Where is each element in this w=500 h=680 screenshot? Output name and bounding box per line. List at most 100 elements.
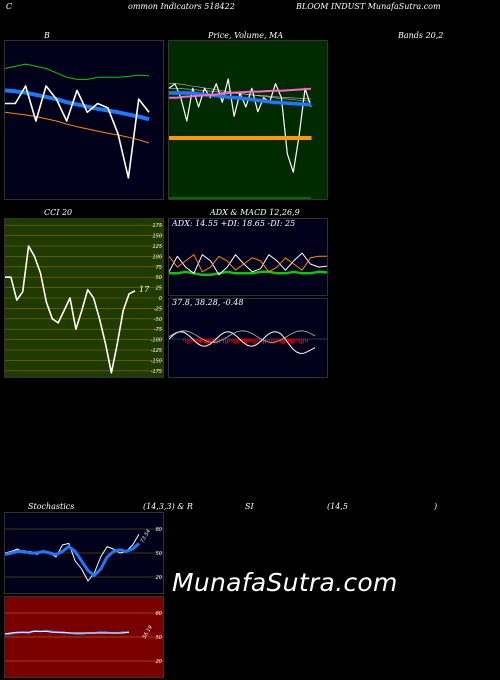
macd-panel: [168, 298, 328, 378]
macd-histogram-bar: [187, 339, 189, 344]
pv-ma-blue-line: [169, 91, 312, 107]
label-rsi-params: (14,5: [327, 502, 348, 511]
macd-histogram-bar: [273, 339, 275, 344]
macd-histogram-bar: [246, 339, 248, 344]
macd-histogram-bar: [256, 339, 258, 343]
rsi-mrsi-line: [5, 630, 130, 635]
macd-histogram-bar: [197, 339, 199, 344]
macd-histogram-bar: [258, 339, 260, 342]
pv-volume-bar: [240, 136, 248, 140]
macd-histogram-bar: [235, 339, 237, 344]
label-rsi-si: SI: [245, 502, 254, 511]
macd-histogram-bar: [296, 339, 298, 342]
macd-line: [169, 331, 316, 354]
macd-histogram-bar: [252, 339, 254, 344]
pv-volume-bar: [218, 136, 227, 140]
label-price: Price, Volume, MA: [208, 31, 284, 40]
macd-histogram-bar: [283, 339, 285, 344]
pv-volume-bar: [211, 136, 220, 140]
cci-tick-label: -175: [151, 369, 162, 375]
macd-histogram-bar: [210, 339, 212, 342]
bb-middle-line: [5, 88, 150, 122]
bollinger-panel: [4, 40, 164, 200]
rsi-panel: 80 50 20 56.19: [4, 596, 164, 678]
pv-volume-bar: [296, 136, 305, 140]
stochastics-chart: 80 50 20 73.54: [5, 527, 163, 582]
macd-histogram-bar: [248, 339, 250, 342]
pv-volume-bar: [247, 136, 255, 140]
macd-histogram-bar: [227, 339, 229, 344]
macd-histogram-bar: [250, 339, 252, 343]
pv-volume-bar: [204, 136, 213, 140]
pv-volume-bar: [225, 136, 234, 140]
cci-tick-label: -75: [154, 327, 162, 333]
adx-panel: [168, 218, 328, 296]
pv-ma-pink-line: [169, 87, 312, 99]
macd-histogram-bar: [183, 339, 185, 341]
rsi-tick-label: 80: [156, 611, 162, 617]
macd-histogram-bar: [271, 339, 273, 344]
macd-histogram-bar: [281, 339, 283, 344]
cci-chart: 175 150 125 100 75 50 25 0 -25 -50 -75 -100 -125 -150…: [5, 223, 163, 375]
macd-histogram-bar: [267, 339, 269, 342]
pv-volume-bar: [261, 136, 269, 140]
cci-tick-label: -100: [151, 338, 162, 344]
macd-histogram-bar: [279, 339, 281, 344]
macd-histogram-bar: [292, 339, 294, 344]
adx-+di-line: [169, 252, 327, 276]
cci-tick-label: 125: [152, 244, 162, 250]
cci-tick-label: -125: [151, 348, 162, 354]
pv-volume-bar: [190, 136, 198, 140]
macd-signal-line: [169, 330, 316, 343]
macd-histogram-bar: [300, 339, 302, 344]
label-b: B: [44, 31, 50, 40]
cci-tick-label: -150: [151, 358, 162, 364]
macd-histogram-bar: [233, 339, 235, 344]
adx--di-line: [169, 254, 327, 273]
macd-histogram-bar: [212, 339, 214, 343]
pv-volume-bar: [282, 136, 291, 140]
stoch-value-label: 73.54: [140, 529, 152, 544]
pv-volume-bar: [183, 136, 191, 140]
macd-histogram-bar: [231, 339, 233, 343]
label-stoch-title: Stochastics: [28, 502, 75, 511]
header-company: BLOOM INDUST MunafaSutra.com: [296, 2, 441, 11]
pv-volume-bar: [254, 136, 262, 140]
cci-tick-label: 100: [152, 254, 162, 260]
price-panel: [168, 40, 328, 200]
pv-volume-bar: [289, 136, 298, 140]
stoch-tick-label: 50: [156, 551, 162, 557]
rsi-chart: 80 50 20 56.19: [5, 611, 163, 665]
pv-volume-bar: [197, 136, 205, 140]
pv-volume-bar: [268, 136, 276, 140]
pv-volume-bar: [232, 136, 241, 140]
header-c: C: [6, 2, 13, 11]
bb-lower-line: [5, 111, 150, 144]
adx-chart: [169, 252, 327, 277]
label-rsi-close: ): [434, 502, 438, 511]
cci-tick-label: 150: [152, 234, 162, 240]
cci-panel: 175 150 125 100 75 50 25 0 -25 -50 -75 -100 -125 -150…: [4, 218, 164, 378]
macd-values: 37.8, 38.28, -0.48: [172, 298, 244, 307]
macd-histogram-bar: [306, 339, 309, 343]
macd-histogram-bar: [189, 339, 191, 344]
macd-histogram-bar: [191, 339, 193, 342]
macd-histogram-bar: [204, 339, 206, 343]
pv-volume-bar: [275, 136, 284, 140]
macd-histogram-bar: [237, 339, 239, 343]
bb-price-line: [5, 85, 150, 179]
macd-histogram-bar: [262, 339, 264, 344]
macd-chart: [169, 330, 327, 354]
macd-histogram-bar: [208, 339, 210, 344]
cci-value: 17: [139, 285, 150, 294]
label-adx: ADX & MACD 12,26,9: [210, 208, 300, 217]
watermark: MunafaSutra.com: [172, 568, 398, 597]
macd-histogram-bar: [302, 339, 304, 344]
cci-line: [5, 245, 136, 374]
macd-histogram-bar: [294, 339, 296, 343]
label-cci: CCI 20: [44, 208, 73, 217]
pv-volume-bar: [176, 136, 184, 140]
macd-histogram-bar: [199, 339, 201, 343]
pv-volume-bar: [303, 136, 312, 140]
macd-histogram-bar: [201, 339, 204, 342]
